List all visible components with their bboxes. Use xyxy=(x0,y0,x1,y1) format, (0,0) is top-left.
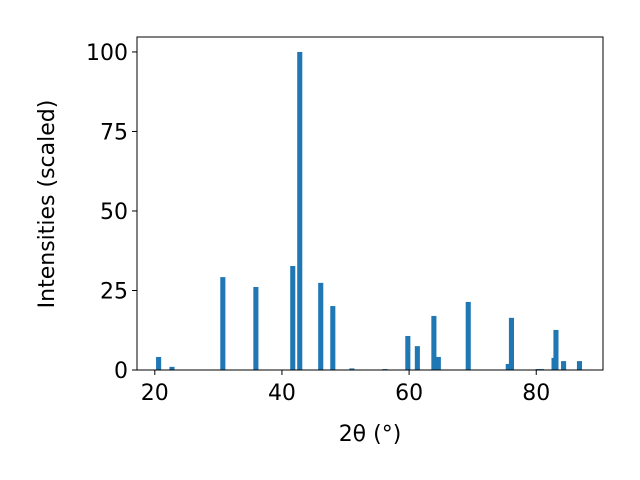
bar xyxy=(297,51,303,370)
bar xyxy=(169,366,175,370)
bar xyxy=(318,282,324,370)
x-tick-label: 40 xyxy=(268,381,296,406)
bar xyxy=(253,286,259,370)
bar xyxy=(431,315,437,370)
y-tick-label: 75 xyxy=(100,120,128,145)
bar xyxy=(576,361,583,370)
bar xyxy=(349,368,355,370)
bar xyxy=(508,317,514,370)
x-tick-label: 20 xyxy=(141,381,169,406)
bar xyxy=(435,356,441,370)
bar xyxy=(220,277,226,370)
y-tick-label: 50 xyxy=(100,200,128,225)
bar xyxy=(561,361,567,370)
bar xyxy=(505,363,511,370)
plot-frame xyxy=(136,36,604,371)
y-tick-label: 0 xyxy=(114,359,128,384)
x-tick-label: 60 xyxy=(395,381,423,406)
bar xyxy=(414,346,420,370)
y-tick-label: 100 xyxy=(86,41,128,66)
bar xyxy=(330,306,336,370)
bar xyxy=(553,329,559,370)
x-axis-label: 2θ (°) xyxy=(339,422,402,447)
bar xyxy=(290,265,296,370)
bar xyxy=(156,356,162,370)
x-tick-label: 80 xyxy=(522,381,550,406)
y-axis-label: Intensities (scaled) xyxy=(35,100,60,309)
y-tick-label: 25 xyxy=(100,279,128,304)
bar xyxy=(465,301,471,370)
bar xyxy=(405,335,411,370)
